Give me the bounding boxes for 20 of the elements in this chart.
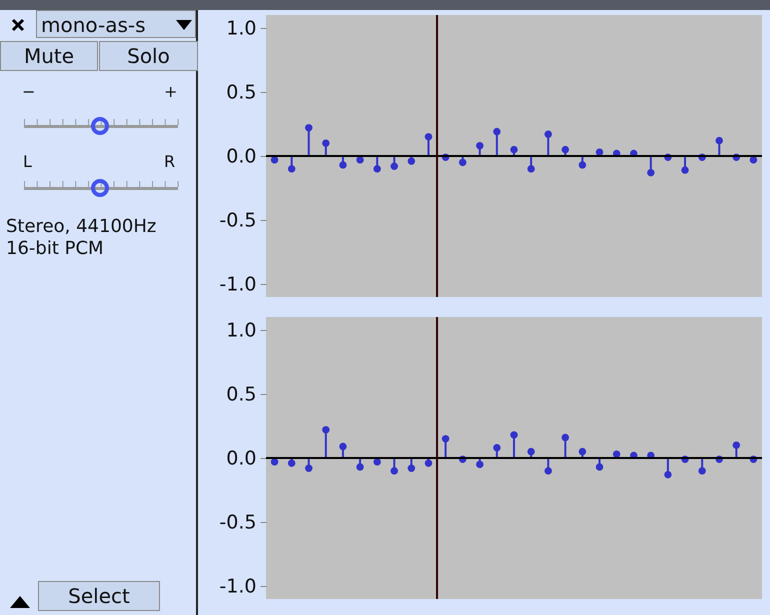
text: L xyxy=(23,152,32,171)
text: + xyxy=(164,82,178,101)
text: Stereo, 44100Hz xyxy=(6,216,156,237)
y-tick-label: -0.5 xyxy=(219,512,256,534)
text: mono-as-s xyxy=(41,13,146,37)
text: R xyxy=(164,152,176,171)
y-tick-label: 1.0 xyxy=(226,17,256,40)
y-tick-label: 0.0 xyxy=(226,448,256,470)
text: Solo xyxy=(99,41,198,71)
y-tick-label: 0.0 xyxy=(226,146,256,168)
text: − xyxy=(22,82,36,101)
text: 16-bit PCM xyxy=(6,238,104,259)
text: Mute xyxy=(0,41,98,71)
y-tick-label: 0.5 xyxy=(226,383,256,406)
y-tick-label: 1.0 xyxy=(226,319,256,342)
y-tick-label: -0.5 xyxy=(219,210,256,232)
y-tick-label: -1.0 xyxy=(219,576,256,598)
text: Select xyxy=(38,581,160,611)
y-tick-label: -1.0 xyxy=(219,274,256,296)
y-tick-label: 0.5 xyxy=(226,81,256,104)
